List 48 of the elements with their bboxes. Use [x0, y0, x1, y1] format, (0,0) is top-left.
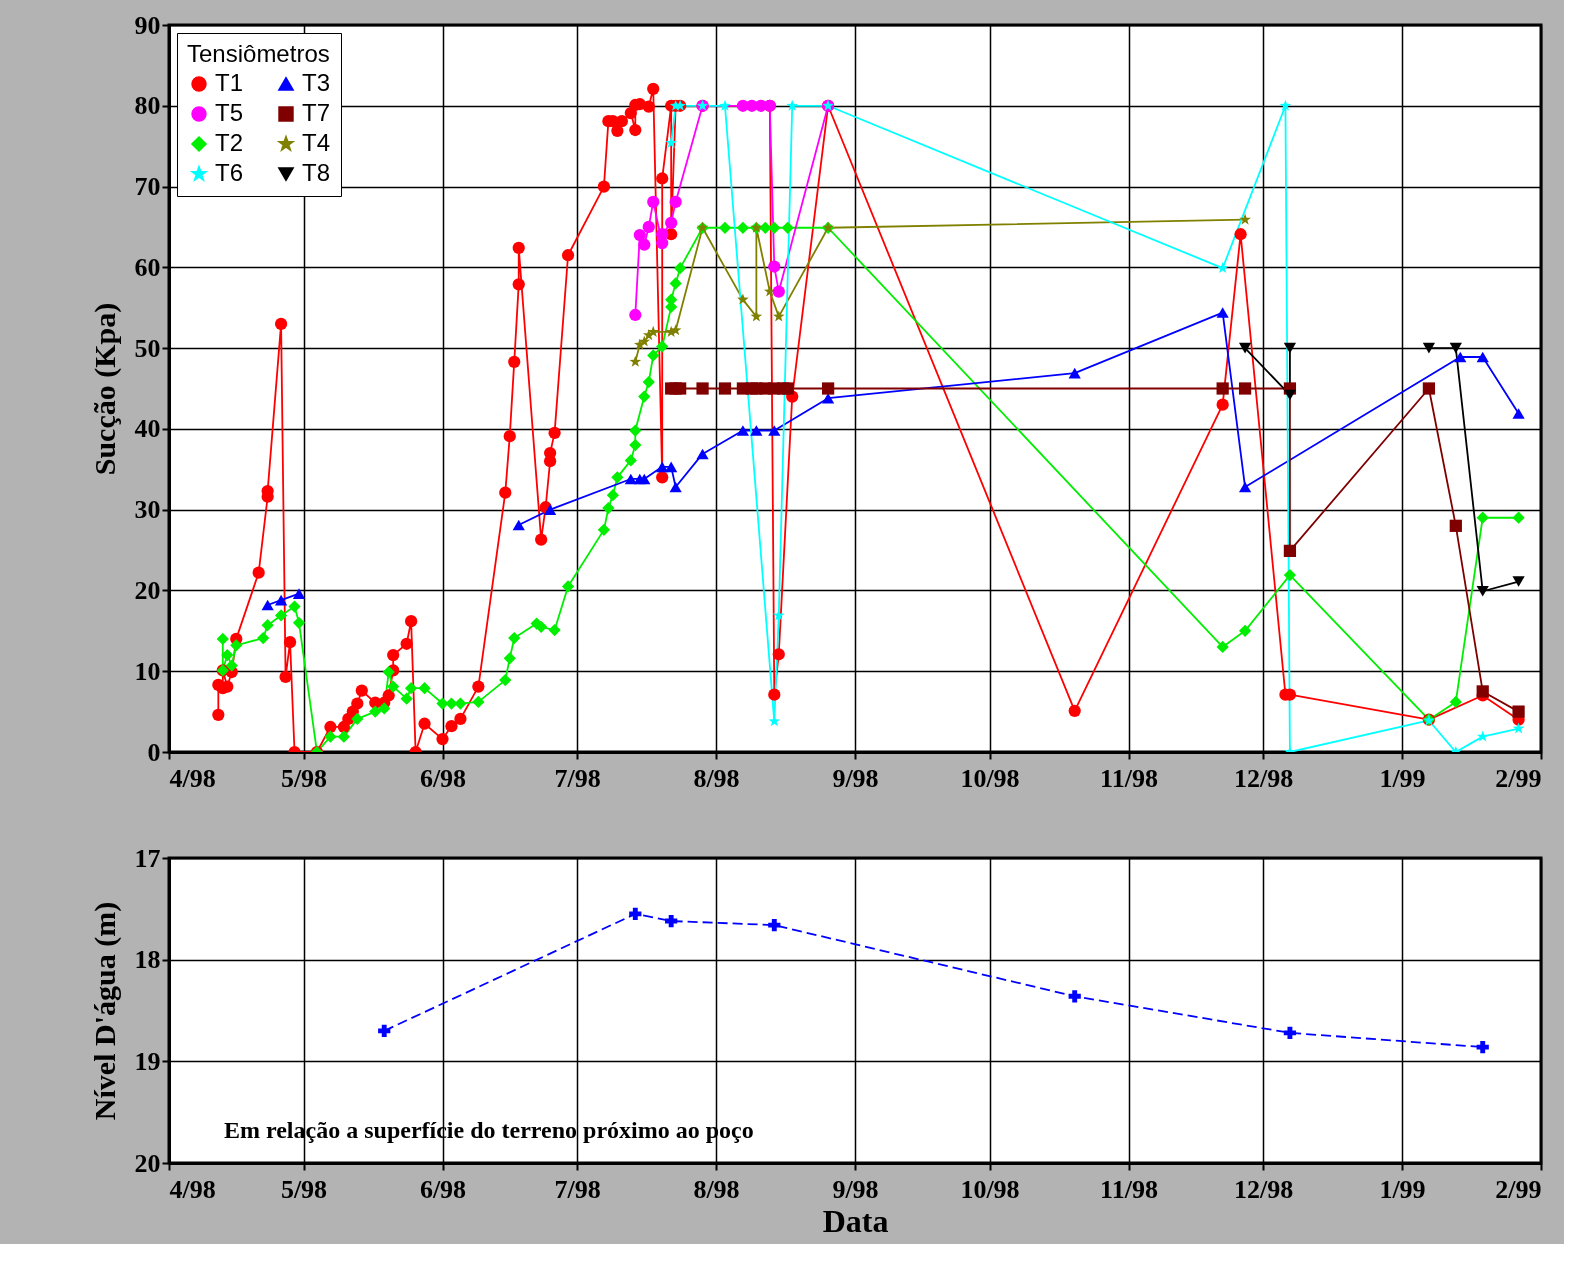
y-axis-title: Nível D'água (m) — [87, 901, 122, 1121]
y-tick-label: 60 — [134, 252, 161, 282]
x-tick-label: 7/98 — [554, 1174, 601, 1204]
x-tick-label: 10/98 — [960, 1174, 1020, 1204]
x-tick-label: 10/98 — [960, 763, 1020, 793]
legend-label: T7 — [302, 99, 331, 126]
x-tick-label: 8/98 — [693, 763, 740, 793]
y-tick-label: 20 — [134, 1148, 161, 1178]
y-tick-label: 10 — [134, 656, 161, 686]
x-tick-label: 4/98 — [169, 763, 216, 793]
y-tick-label: 17 — [134, 843, 161, 873]
x-tick-label: 5/98 — [280, 763, 328, 793]
legend-label: T3 — [302, 69, 331, 96]
x-tick-label: 11/98 — [1100, 1174, 1158, 1204]
y-tick-label: 50 — [134, 333, 161, 363]
y-tick-label: 20 — [134, 575, 161, 605]
x-tick-label: 2/99 — [1495, 1174, 1542, 1204]
x-tick-label: 9/98 — [832, 763, 879, 793]
y-tick-label: 19 — [134, 1046, 161, 1076]
x-tick-label: 12/98 — [1233, 763, 1294, 793]
x-tick-label: 9/98 — [832, 1174, 879, 1204]
y-tick-label: 18 — [134, 945, 161, 975]
x-tick-label: 6/98 — [419, 1174, 467, 1204]
x-tick-label: 5/98 — [280, 1174, 328, 1204]
x-tick-label: 7/98 — [554, 763, 601, 793]
legend-label: T5 — [215, 99, 244, 126]
x-tick-label: 4/98 — [169, 1174, 216, 1204]
y-axis-title: Sucção (Kpa) — [87, 302, 122, 476]
x-tick-label: 8/98 — [693, 1174, 740, 1204]
legend-label: T4 — [302, 129, 331, 156]
legend-label: T8 — [302, 159, 331, 186]
legend-title: Tensiômetros — [187, 40, 330, 67]
x-tick-label: 12/98 — [1233, 1174, 1294, 1204]
legend-label: T1 — [215, 69, 244, 96]
y-tick-label: 80 — [134, 91, 161, 121]
x-tick-label: 11/98 — [1100, 763, 1158, 793]
x-tick-label: 1/99 — [1379, 763, 1426, 793]
x-axis-title: Data — [822, 1202, 889, 1239]
y-tick-label: 90 — [134, 10, 161, 40]
legend-label: T2 — [215, 129, 244, 156]
y-tick-label: 40 — [134, 414, 161, 444]
legend-label: T6 — [215, 159, 244, 186]
y-tick-label: 30 — [134, 495, 161, 525]
y-tick-label: 70 — [134, 172, 161, 202]
y-tick-label: 0 — [147, 737, 161, 767]
x-tick-label: 1/99 — [1379, 1174, 1426, 1204]
x-tick-label: 6/98 — [419, 763, 467, 793]
x-tick-label: 2/99 — [1495, 763, 1542, 793]
